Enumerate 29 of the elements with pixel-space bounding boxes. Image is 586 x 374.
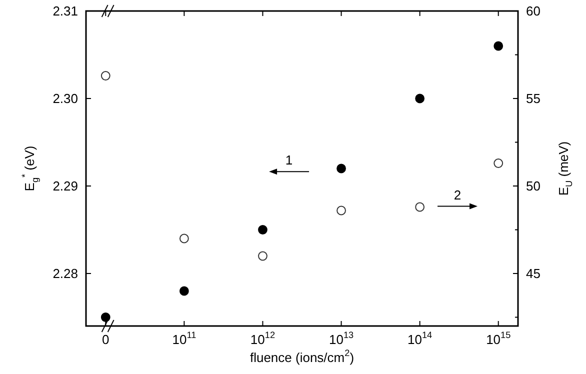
y-tick-label: 2.31 <box>52 4 78 18</box>
point <box>258 251 268 261</box>
point <box>100 71 110 80</box>
point <box>179 286 189 296</box>
point <box>494 158 504 168</box>
annotation: 2 <box>454 187 462 202</box>
y2-tick-label: 45 <box>526 266 540 281</box>
x-tick-label: 10$^{11}$ <box>172 330 196 347</box>
point <box>336 206 346 216</box>
y-tick-label: 2.29 <box>52 178 78 194</box>
y-tick-label: 2.30 <box>52 91 78 106</box>
point <box>100 312 110 322</box>
point <box>494 41 504 51</box>
x-tick-label: 0 <box>102 332 110 347</box>
y2-tick-label: 50 <box>526 178 540 194</box>
y2-tick-label: 60 <box>526 4 540 18</box>
x-tick-label: 10$^{13}$ <box>328 330 354 347</box>
point <box>258 225 268 234</box>
point <box>179 234 189 244</box>
x-tick-label: 10$^{12}$ <box>250 330 276 347</box>
point <box>415 202 425 212</box>
y-tick-label: 2.28 <box>52 266 78 281</box>
point <box>415 94 425 104</box>
y2-tick-label: 55 <box>526 91 540 106</box>
point <box>336 164 346 174</box>
x-tick-label: 10$^{14}$ <box>408 330 432 347</box>
x-axis-title: fluence (ions/cm$^{2}$) <box>250 348 354 365</box>
x-tick-label: 10$^{15}$ <box>486 330 511 347</box>
annotation: 1 <box>285 152 293 168</box>
